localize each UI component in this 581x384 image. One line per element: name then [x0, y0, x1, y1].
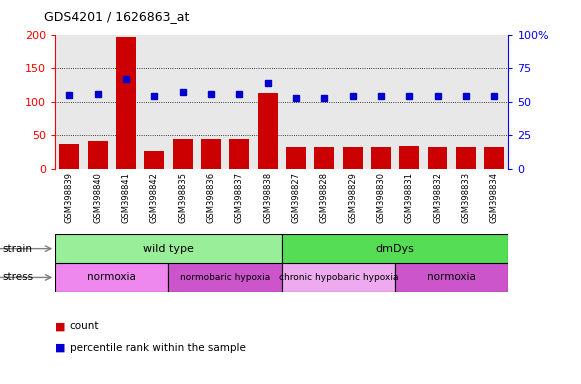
- Text: ■: ■: [55, 343, 66, 353]
- Bar: [428, 147, 447, 169]
- Text: stress: stress: [3, 272, 34, 283]
- Text: ■: ■: [55, 321, 66, 331]
- Text: normoxia: normoxia: [427, 272, 476, 283]
- Text: GDS4201 / 1626863_at: GDS4201 / 1626863_at: [44, 10, 189, 23]
- Bar: [229, 139, 249, 169]
- Bar: [173, 139, 192, 169]
- Bar: [286, 147, 306, 169]
- Text: strain: strain: [3, 243, 33, 254]
- Bar: [395, 263, 508, 292]
- Bar: [282, 263, 395, 292]
- Bar: [59, 144, 79, 169]
- Bar: [343, 147, 363, 169]
- Bar: [314, 147, 334, 169]
- Bar: [258, 93, 278, 169]
- Bar: [456, 147, 476, 169]
- Text: chronic hypobaric hypoxia: chronic hypobaric hypoxia: [279, 273, 398, 282]
- Bar: [399, 146, 419, 169]
- Bar: [145, 151, 164, 169]
- Text: dmDys: dmDys: [376, 243, 414, 254]
- Bar: [371, 147, 391, 169]
- Bar: [282, 234, 508, 263]
- Text: wild type: wild type: [143, 243, 194, 254]
- Text: normoxia: normoxia: [87, 272, 137, 283]
- Bar: [168, 263, 282, 292]
- Bar: [88, 141, 107, 169]
- Bar: [116, 37, 136, 169]
- Text: normobaric hypoxia: normobaric hypoxia: [180, 273, 270, 282]
- Bar: [485, 147, 504, 169]
- Bar: [201, 139, 221, 169]
- Text: percentile rank within the sample: percentile rank within the sample: [70, 343, 246, 353]
- Text: count: count: [70, 321, 99, 331]
- Bar: [55, 234, 282, 263]
- Bar: [55, 263, 168, 292]
